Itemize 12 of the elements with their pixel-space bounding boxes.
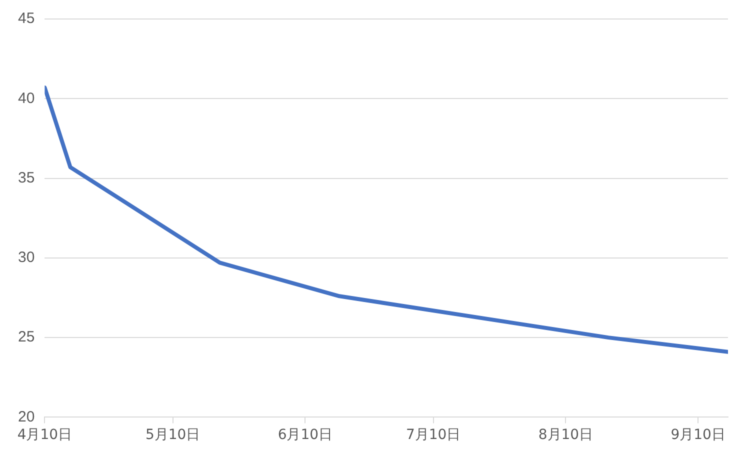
y-tick-label: 20 — [18, 408, 35, 426]
x-tick-label: 6月10日 — [278, 427, 333, 444]
y-tick-label: 35 — [18, 169, 35, 186]
x-tick-label: 8月10日 — [538, 427, 594, 444]
y-tick-label: 40 — [18, 90, 35, 107]
x-tick-label: 7月10日 — [406, 427, 461, 444]
y-tick-label: 30 — [18, 249, 35, 266]
x-tick-label: 5月10日 — [145, 427, 200, 444]
x-tick-label: 9月10日 — [670, 427, 726, 444]
y-tick-label: 25 — [18, 328, 35, 346]
y-tick-label: 45 — [18, 10, 35, 28]
x-tick-label: 4月10日 — [17, 427, 72, 444]
